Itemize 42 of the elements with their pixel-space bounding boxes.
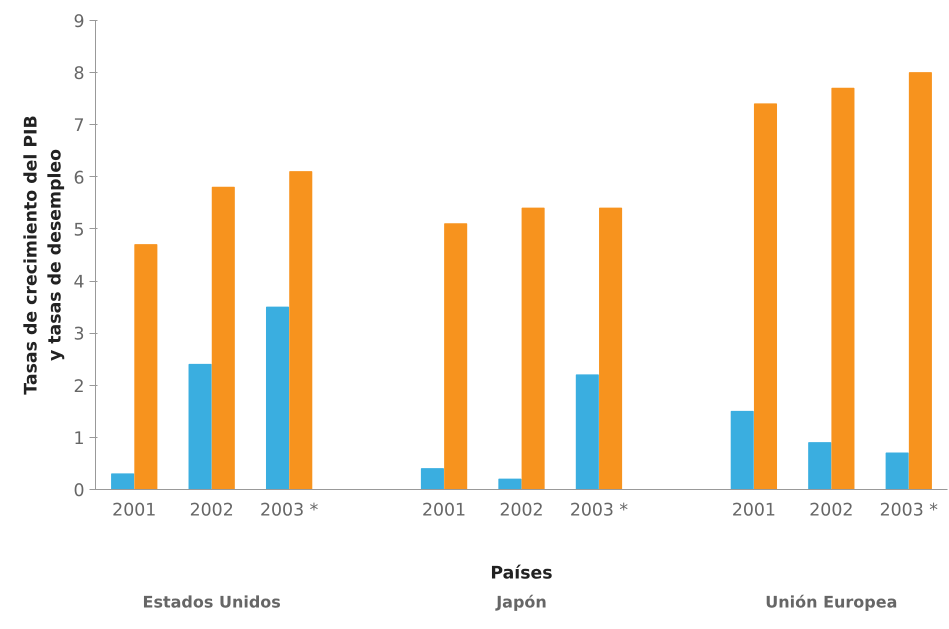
x-tick-label: 2002 bbox=[809, 500, 854, 520]
bar bbox=[444, 223, 468, 490]
bar bbox=[908, 72, 932, 490]
y-tick-label: 7 bbox=[73, 116, 85, 136]
x-tick-label: 2003 * bbox=[880, 500, 938, 520]
x-tick-label: 2002 bbox=[190, 500, 234, 520]
bar bbox=[522, 208, 545, 490]
y-tick-label: 8 bbox=[73, 64, 85, 84]
y-tick-label: 3 bbox=[73, 324, 85, 345]
bar bbox=[420, 468, 444, 490]
x-tick-label: 2001 bbox=[112, 500, 156, 520]
bar bbox=[576, 374, 599, 490]
bar bbox=[831, 88, 854, 490]
y-tick-label: 9 bbox=[73, 12, 85, 32]
text: Unión Europea bbox=[765, 592, 898, 612]
bar bbox=[886, 452, 909, 490]
y-tick-label: 1 bbox=[73, 428, 85, 449]
bar bbox=[212, 186, 235, 490]
y-tick-label: 5 bbox=[73, 220, 85, 240]
bar bbox=[498, 478, 522, 490]
y-tick-label: 4 bbox=[73, 272, 85, 293]
x-tick-label: 2001 bbox=[422, 500, 466, 520]
x-tick-label: 2002 bbox=[499, 500, 544, 520]
bar bbox=[289, 171, 312, 490]
y-tick-label: 2 bbox=[73, 376, 85, 397]
bar bbox=[134, 244, 158, 490]
bar bbox=[111, 473, 134, 490]
x-axis-title: Países bbox=[490, 564, 553, 584]
bar bbox=[754, 103, 778, 490]
bar bbox=[188, 364, 212, 490]
bar bbox=[266, 306, 290, 490]
bar bbox=[730, 410, 754, 490]
x-tick-label: 2001 bbox=[732, 500, 776, 520]
y-tick-label: 6 bbox=[73, 168, 85, 188]
bar bbox=[599, 208, 622, 490]
x-tick-label: 2003 * bbox=[260, 500, 319, 520]
bar bbox=[808, 442, 832, 490]
x-tick-label: 2003 * bbox=[570, 500, 628, 520]
text: Japón bbox=[495, 592, 547, 612]
text: Estados Unidos bbox=[142, 592, 281, 612]
y-tick-label: 0 bbox=[73, 481, 85, 501]
y-axis-title: Tasas de crecimiento del PIB y tasas de desempleo bbox=[21, 115, 66, 395]
